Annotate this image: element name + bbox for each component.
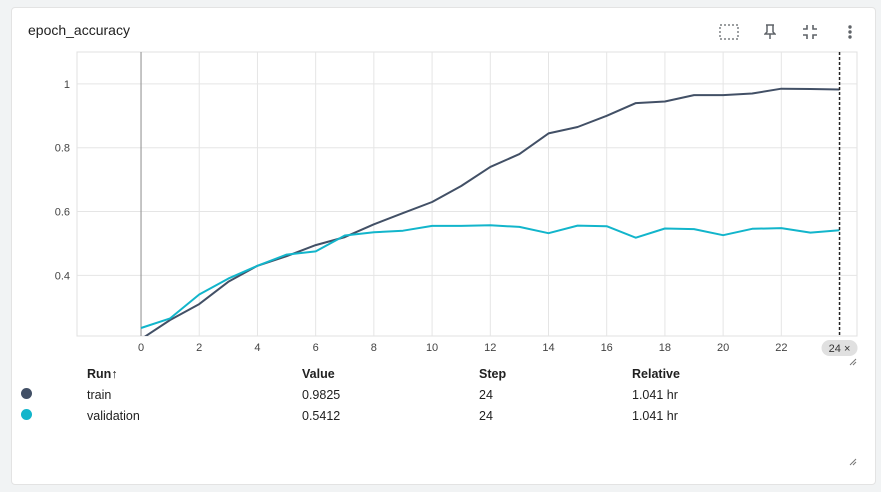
legend-header-row: Run↑ Value Step Relative [16, 363, 782, 384]
run-relative: 1.041 hr [632, 384, 782, 405]
run-relative: 1.041 hr [632, 405, 782, 426]
x-tick-label: 22 [775, 342, 787, 354]
step-column-header[interactable]: Step [479, 363, 632, 384]
x-tick-label: 20 [717, 342, 729, 354]
run-value: 0.5412 [302, 405, 479, 426]
x-tick-label: 2 [196, 342, 202, 354]
legend-table: Run↑ Value Step Relative train 0.9825 24… [16, 363, 782, 426]
x-tick-label: 16 [601, 342, 613, 354]
x-tick-label: 14 [542, 342, 554, 354]
run-value: 0.9825 [302, 384, 479, 405]
run-name: validation [87, 405, 302, 426]
hover-step-label: 24 × [829, 343, 851, 355]
y-tick-label: 0.6 [55, 207, 70, 219]
sort-arrow-icon: ↑ [111, 367, 117, 381]
validation-color-dot [21, 409, 32, 420]
x-tick-label: 18 [659, 342, 671, 354]
legend-row-train: train 0.9825 24 1.041 hr [16, 384, 782, 405]
value-column-header[interactable]: Value [302, 363, 479, 384]
y-tick-label: 0.4 [55, 270, 70, 282]
x-tick-label: 6 [313, 342, 319, 354]
run-name: train [87, 384, 302, 405]
table-resize-handle[interactable] [849, 458, 857, 466]
x-tick-label: 4 [254, 342, 260, 354]
legend-row-validation: validation 0.5412 24 1.041 hr [16, 405, 782, 426]
train-color-dot [21, 388, 32, 399]
run-header-label: Run [87, 367, 111, 381]
x-tick-label: 10 [426, 342, 438, 354]
run-column-header[interactable]: Run↑ [87, 363, 302, 384]
y-tick-label: 1 [64, 79, 70, 91]
run-step: 24 [479, 405, 632, 426]
run-step: 24 [479, 384, 632, 405]
x-tick-label: 12 [484, 342, 496, 354]
y-tick-label: 0.8 [55, 143, 70, 155]
x-tick-label: 8 [371, 342, 377, 354]
relative-column-header[interactable]: Relative [632, 363, 782, 384]
chart-resize-handle[interactable] [849, 358, 857, 366]
x-tick-label: 0 [138, 342, 144, 354]
